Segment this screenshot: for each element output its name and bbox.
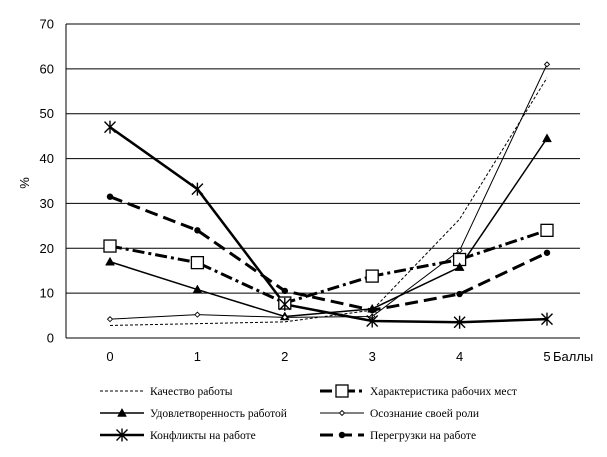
legend-marker [117, 407, 127, 417]
series-line-4 [109, 126, 548, 324]
x-tick-label: 2 [281, 349, 288, 364]
legend-label: Осознание своей роли [370, 408, 479, 420]
legend-label: Качество работы [150, 386, 233, 398]
y-tick-label: 60 [40, 61, 54, 76]
legend: Качество работы Характеристика рабочих ме… [100, 384, 517, 442]
data-point-2-0 [105, 256, 115, 266]
series-line-3 [109, 64, 548, 320]
gridlines [66, 23, 580, 294]
series-line-0 [109, 77, 548, 326]
data-point-1-5 [540, 223, 554, 237]
data-point-1-0 [103, 239, 117, 253]
y-tick-label: 20 [40, 241, 54, 256]
data-point-5-1 [194, 227, 201, 234]
data-point-4-4 [453, 315, 466, 329]
data-point-4-1 [191, 182, 204, 196]
x-tick-label: 1 [194, 349, 201, 364]
x-tick-label: 0 [106, 349, 113, 364]
legend-item: Перегрузки на работе [320, 430, 476, 442]
y-tick-label: 50 [40, 106, 54, 121]
data-point-2-4 [454, 262, 465, 271]
legend-item: Качество работы [100, 386, 233, 398]
legend-marker [116, 428, 128, 442]
legend-label: Перегрузки на работе [370, 430, 476, 442]
x-tick-label: 4 [456, 349, 463, 364]
legend-label: Конфликты на работе [150, 430, 256, 442]
y-tick-labels: 0 10 20 30 40 50 60 70 [40, 17, 54, 346]
marker-layer [103, 61, 554, 329]
data-point-4-5 [541, 312, 553, 326]
data-point-3-0 [106, 316, 114, 323]
data-point-4-3 [366, 314, 379, 328]
y-tick-label: 0 [47, 331, 54, 346]
y-tick-label: 10 [40, 286, 54, 301]
data-point-1-3 [365, 269, 379, 283]
legend-item: Осознание своей роли [320, 408, 479, 420]
legend-label: Удовлетворенность работой [150, 408, 287, 420]
data-point-5-4 [456, 290, 463, 298]
data-point-3-4 [456, 247, 463, 254]
data-point-5-5 [543, 249, 551, 256]
x-axis-label: Баллы [553, 349, 593, 364]
legend-marker [338, 431, 346, 439]
data-point-1-1 [190, 255, 205, 270]
data-point-4-0 [104, 120, 116, 134]
data-point-5-2 [281, 287, 288, 295]
x-tick-labels: 0 1 2 3 4 5 [106, 349, 550, 364]
data-point-2-1 [192, 284, 203, 294]
data-point-5-0 [106, 193, 114, 200]
legend-item: Удовлетворенность работой [100, 407, 287, 420]
legend-marker [335, 384, 349, 398]
legend-marker [338, 409, 346, 417]
data-point-3-5 [543, 61, 551, 68]
legend-item: Характеристика рабочих мест [320, 384, 517, 398]
y-tick-label: 30 [40, 196, 54, 211]
legend-label: Характеристика рабочих мест [370, 386, 517, 398]
y-axis-label: % [17, 177, 32, 189]
data-point-4-2 [278, 297, 291, 311]
data-point-5-3 [369, 306, 376, 314]
data-point-2-5 [542, 133, 552, 143]
y-tick-label: 40 [40, 151, 54, 166]
x-tick-label: 3 [369, 349, 376, 364]
y-tick-label: 70 [40, 17, 54, 32]
axes [65, 24, 580, 339]
series-line-5 [109, 195, 548, 312]
legend-item: Конфликты на работе [100, 428, 256, 442]
x-tick-label: 5 [543, 349, 550, 364]
series-layer [109, 64, 548, 326]
series-line-1 [109, 228, 548, 305]
data-point-3-1 [194, 311, 201, 318]
data-point-3-2 [281, 314, 288, 321]
